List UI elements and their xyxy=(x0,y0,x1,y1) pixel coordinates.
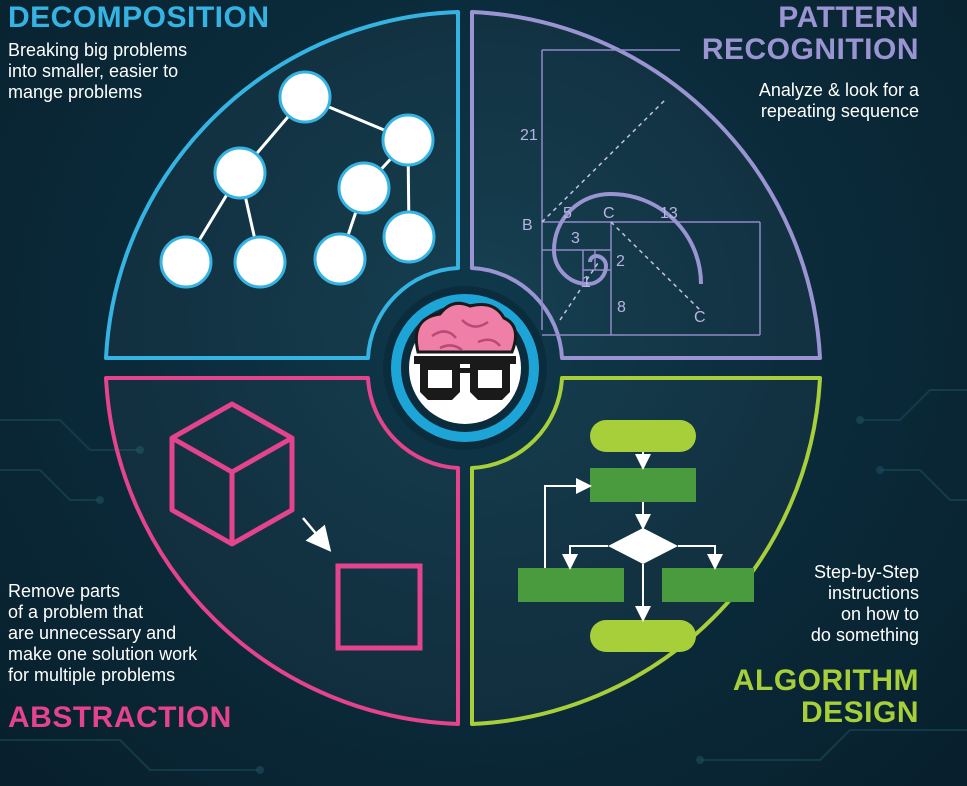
fibonacci-spiral xyxy=(541,49,761,336)
tree-node xyxy=(382,210,436,264)
algorithm-wedge xyxy=(470,376,822,726)
algorithm-design-description: Step-by-Step instructions on how to do s… xyxy=(810,562,919,645)
spiral-label-13: 13 xyxy=(660,205,678,222)
spiral-label-1: 1 xyxy=(582,274,591,291)
tree-node xyxy=(313,232,367,286)
tree-node xyxy=(159,235,213,289)
transform-arrow xyxy=(302,517,332,552)
spiral-label-3: 3 xyxy=(571,230,580,247)
decomposition-wedge xyxy=(104,10,460,360)
spiral-label-21: 21 xyxy=(520,127,538,144)
spiral-label-2: 2 xyxy=(616,253,625,270)
pattern-wedge xyxy=(470,10,822,360)
flow-end-pill xyxy=(590,620,696,652)
algorithm-design-title: ALGORITHM DESIGN xyxy=(732,664,919,729)
tree-node-root xyxy=(278,70,332,124)
spiral-label-8: 8 xyxy=(617,299,626,316)
spiral-label-b: B xyxy=(522,217,533,234)
abstraction-title: ABSTRACTION xyxy=(8,701,232,734)
flowchart-diagram xyxy=(518,420,754,652)
spiral-label-c: C xyxy=(603,205,615,222)
spiral-curve xyxy=(551,191,703,287)
spiral-label-5: 5 xyxy=(563,205,572,222)
flow-process-box xyxy=(590,468,696,502)
brain-with-glasses-icon xyxy=(414,301,518,400)
tree-node xyxy=(233,235,287,289)
flow-left-box xyxy=(518,568,624,602)
spiral-label-c2: C xyxy=(694,309,706,326)
flow-start-pill xyxy=(590,420,696,452)
square-icon xyxy=(335,563,423,651)
flow-decision-diamond xyxy=(608,528,678,564)
abstraction-description: Remove parts of a problem that are unnec… xyxy=(8,581,198,685)
flow-right-box xyxy=(662,568,754,602)
decomposition-title: DECOMPOSITION xyxy=(8,1,270,34)
abstraction-wedge xyxy=(104,376,460,726)
pattern-recognition-title: PATTERN RECOGNITION xyxy=(701,1,919,66)
decomposition-description: Breaking big problems into smaller, easi… xyxy=(8,40,188,102)
pattern-recognition-description: Analyze & look for a repeating sequence xyxy=(758,80,919,121)
tree-node xyxy=(381,113,435,167)
cube-icon xyxy=(169,401,295,547)
tree-node xyxy=(213,146,267,200)
tree-node xyxy=(337,161,391,215)
